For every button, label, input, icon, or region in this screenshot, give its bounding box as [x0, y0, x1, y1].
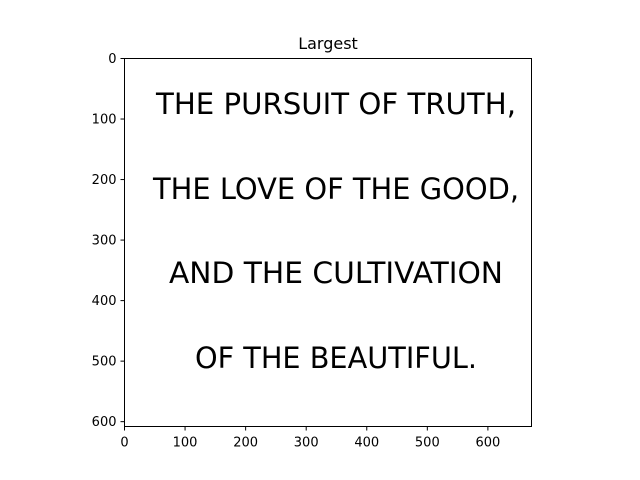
y-tick-label: 0	[108, 52, 116, 67]
image-background	[124, 58, 532, 427]
plot-title: Largest	[298, 34, 358, 53]
y-tick-label: 100	[92, 113, 117, 128]
quote-line: OF THE BEAUTIFUL.	[195, 341, 477, 375]
x-tick-label: 200	[233, 436, 258, 451]
x-tick-label: 400	[354, 436, 379, 451]
axes-frame	[124, 58, 532, 427]
image-area: THE PURSUIT OF TRUTH, THE LOVE OF THE GOO…	[124, 58, 532, 427]
y-tick-label: 200	[92, 173, 117, 188]
x-tick-label: 500	[415, 436, 440, 451]
quote-line: THE LOVE OF THE GOOD,	[152, 172, 519, 206]
x-tick-label: 100	[173, 436, 198, 451]
y-tick-label: 400	[92, 294, 117, 309]
x-tick-label: 600	[475, 436, 500, 451]
quote-lines: THE PURSUIT OF TRUTH, THE LOVE OF THE GOO…	[152, 87, 519, 375]
x-tick-label: 300	[294, 436, 319, 451]
y-axis-ticks: 0 100 200 300 400 500 600	[92, 52, 125, 430]
quote-line: THE PURSUIT OF TRUTH,	[155, 87, 516, 121]
y-tick-label: 600	[92, 415, 117, 430]
quote-line: AND THE CULTIVATION	[169, 256, 503, 290]
y-tick-label: 500	[92, 355, 117, 370]
y-tick-label: 300	[92, 234, 117, 249]
x-axis-ticks: 0 100 200 300 400 500 600	[120, 426, 500, 451]
x-tick-label: 0	[120, 436, 128, 451]
